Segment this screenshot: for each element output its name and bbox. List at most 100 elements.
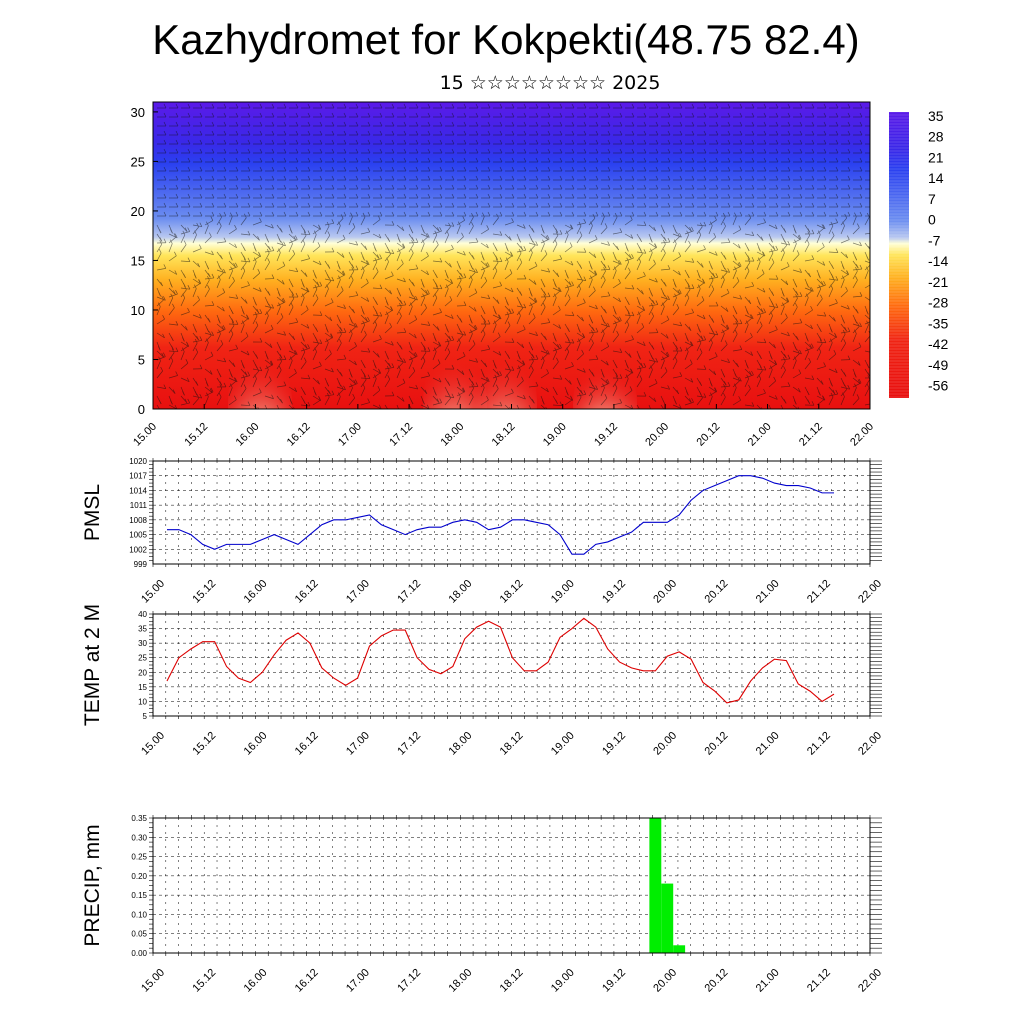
wind-barb-flag (439, 103, 443, 109)
wind-barb-flag (774, 224, 778, 229)
wind-barb (600, 295, 610, 298)
wind-barb-flag (427, 166, 431, 172)
wind-barb-flag (230, 329, 234, 335)
wind-barb (396, 306, 402, 316)
wind-barb-flag (259, 130, 263, 136)
wind-barb-flag (471, 381, 475, 386)
wind-barb-flag (379, 311, 383, 317)
wind-barb (732, 387, 737, 397)
wind-barb (564, 260, 574, 266)
wind-barb (396, 252, 401, 262)
wind-barb-flag (593, 286, 596, 291)
wind-barb (804, 258, 814, 262)
wind-barb-flag (363, 372, 366, 377)
wind-barb-flag (206, 338, 209, 343)
wind-barb-flag (847, 157, 851, 163)
wind-barb-flag (331, 247, 335, 253)
wind-barb-flag (304, 344, 308, 349)
x-tick-label: 20.12 (703, 578, 731, 606)
wind-barb-flag (278, 248, 281, 253)
wind-barb-flag (451, 202, 455, 208)
chart-subtitle: 15 ☆☆☆☆☆☆☆☆ 2025 (439, 72, 661, 94)
wind-barb-flag (630, 369, 634, 374)
wind-barb-flag (331, 148, 335, 154)
wind-barb (420, 269, 429, 276)
wind-barb-flag (403, 202, 407, 208)
wind-barb-flag (385, 301, 389, 306)
wind-barb-flag (436, 398, 440, 403)
wind-barb-flag (811, 166, 815, 172)
wind-barb-flag (654, 378, 658, 384)
wind-barb-flag (655, 121, 659, 127)
wind-barb-flag (534, 297, 538, 302)
wind-barb (636, 275, 646, 280)
wind-barb (324, 280, 332, 289)
wind-barb (516, 224, 526, 229)
wind-barb-flag (451, 211, 455, 217)
wind-barb-flag (691, 139, 695, 145)
wind-barb (504, 255, 513, 262)
wind-barb (324, 235, 331, 244)
wind-barb (840, 389, 848, 397)
wind-barb-flag (650, 292, 653, 297)
wind-barb (528, 301, 538, 307)
wind-barb-flag (823, 193, 827, 199)
wind-barb-flag (376, 312, 379, 317)
wind-barb-flag (631, 166, 635, 172)
wind-barb-flag (379, 130, 383, 136)
wind-barb (240, 270, 246, 280)
wind-barb-flag (331, 219, 335, 224)
wind-barb-flag (319, 211, 323, 217)
wind-barb (312, 351, 317, 361)
wind-barb-flag (748, 299, 752, 305)
wind-barb-flag (655, 211, 659, 217)
wind-barb (192, 248, 202, 253)
wind-barb-flag (319, 166, 323, 172)
wind-barb-flag (463, 251, 466, 256)
wind-barb-flag (223, 130, 227, 136)
wind-barb-flag (403, 157, 407, 163)
wind-barb (816, 298, 823, 307)
wind-barb-flag (509, 407, 511, 409)
wind-barb (720, 269, 730, 273)
wind-barb-flag (847, 148, 851, 154)
wind-barb-flag (208, 273, 211, 278)
wind-barb-flag (398, 248, 401, 253)
wind-barb-flag (229, 383, 233, 388)
wind-barb (720, 226, 726, 235)
wind-barb (168, 287, 176, 295)
wind-barb-flag (247, 139, 251, 145)
wind-barb-flag (835, 211, 839, 217)
wind-barb-flag (785, 313, 788, 318)
wind-barb-flag (196, 222, 199, 228)
wind-barb-flag (699, 222, 703, 227)
wind-barb-flag (571, 112, 575, 118)
wind-barb (864, 379, 870, 388)
x-tick-label: 18.12 (490, 421, 518, 449)
wind-barb-flag (547, 211, 551, 217)
wind-barb-flag (631, 311, 635, 316)
wind-barb-flag (631, 130, 635, 136)
wind-barb (156, 350, 164, 358)
wind-barb (504, 251, 514, 257)
wind-barb-flag (559, 193, 563, 199)
wind-barb (816, 284, 826, 289)
wind-barb-flag (175, 148, 179, 154)
wind-barb-flag (271, 139, 275, 145)
wind-barb-flag (655, 300, 659, 305)
wind-barb-flag (592, 327, 595, 332)
wind-barb (768, 359, 777, 366)
wind-barb (636, 341, 646, 346)
wind-barb-flag (835, 112, 839, 118)
wind-barb-flag (715, 193, 719, 199)
wind-barb-flag (674, 400, 677, 405)
wind-barb (708, 225, 713, 235)
wind-barb (456, 279, 462, 289)
wind-barb-flag (847, 327, 851, 332)
y-tick-label: 35 (138, 625, 147, 634)
wind-barb-flag (691, 175, 695, 181)
x-tick-label: 21.00 (746, 421, 774, 449)
wind-barb-flag (415, 157, 419, 163)
wind-barb-flag (293, 349, 297, 355)
wind-barb (180, 341, 189, 347)
